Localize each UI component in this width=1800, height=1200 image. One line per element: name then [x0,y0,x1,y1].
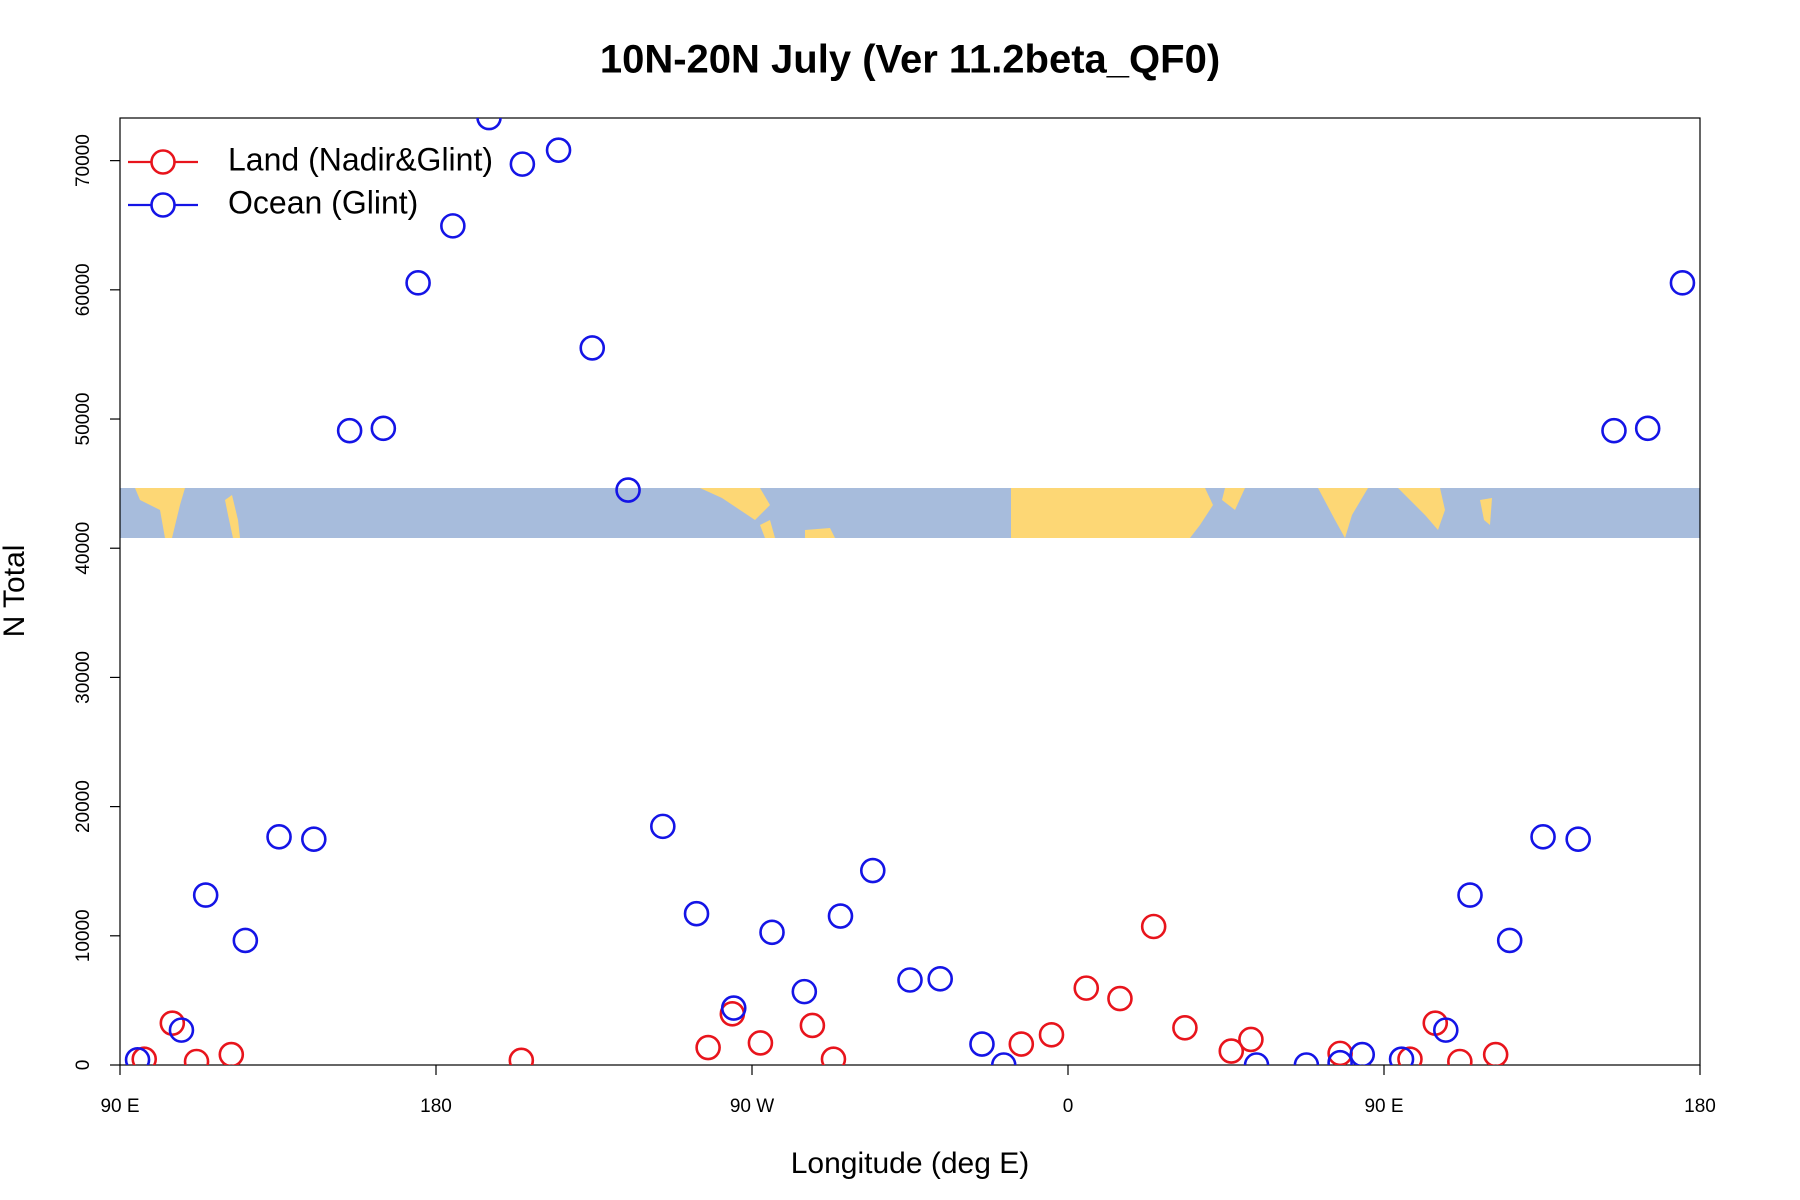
point [218,1041,245,1065]
point [927,966,953,992]
x-tick-label: 0 [1063,1096,1074,1117]
point [1073,975,1100,1001]
legend-symbol [150,192,176,218]
point [168,1017,195,1043]
point [1327,1049,1353,1065]
y-tick-label: 30000 [73,651,94,704]
point [1238,1026,1264,1053]
point [545,137,572,163]
point [720,995,747,1021]
x-axis-label: Longitude (deg E) [791,1147,1030,1180]
y-axis-label: N Total [0,545,31,638]
point [476,118,502,131]
point [1388,1046,1415,1065]
point [1565,826,1591,852]
point [1601,417,1627,444]
point [1140,913,1167,940]
point [827,903,854,929]
point [791,978,818,1005]
point [859,857,886,884]
y-tick-label: 60000 [73,263,94,316]
point [1218,1038,1245,1064]
point [1457,882,1483,908]
point [509,151,536,177]
point [131,1046,158,1065]
x-tick-label: 90 E [100,1096,139,1117]
point [440,213,466,239]
x-tick-label: 180 [1684,1096,1716,1117]
y-tick-label: 70000 [73,134,94,187]
point [650,813,676,840]
point [969,1031,995,1057]
point [579,335,606,361]
point [897,967,923,993]
point [1496,927,1523,954]
point [1008,1031,1035,1057]
point [1107,985,1133,1012]
point [1243,1052,1270,1065]
point [266,824,292,850]
point [799,1012,826,1039]
point [405,270,431,296]
x-tick-label: 180 [420,1096,452,1117]
point [990,1052,1017,1065]
point [695,1034,721,1061]
y-tick-label: 20000 [73,780,94,833]
point [1482,1041,1509,1065]
point [1432,1017,1459,1043]
y-tick-label: 50000 [73,393,94,446]
point [508,1047,535,1065]
point [1293,1052,1320,1065]
plot-frame [119,117,1701,1066]
point [1172,1014,1198,1041]
point [301,826,327,852]
point [747,1030,774,1056]
legend-symbol [150,149,176,175]
point [1447,1048,1473,1065]
legend-label: Ocean (Glint) [228,184,418,220]
chart-title: 10N-20N July (Ver 11.2beta_QF0) [600,38,1220,82]
x-tick-label: 90 W [730,1096,774,1117]
point [820,1046,847,1065]
point [192,882,219,908]
point [336,417,363,444]
point [370,415,397,442]
point [124,1047,151,1065]
point [1397,1046,1423,1065]
point [759,919,785,946]
point [232,927,259,954]
map-strip [120,488,1700,538]
legend-label: Land (Nadir&Glint) [228,141,493,177]
point [1530,824,1556,850]
x-tick-label: 90 E [1364,1096,1403,1117]
point [683,900,710,927]
point [1038,1021,1065,1048]
point [183,1048,210,1065]
point [1669,270,1696,296]
y-tick-label: 40000 [73,522,94,575]
point [615,477,641,503]
y-tick-label: 10000 [73,909,94,962]
point [1634,415,1661,442]
point [1349,1041,1376,1065]
marks-layer [124,118,1696,1065]
point [159,1010,186,1036]
y-tick-label: 0 [73,1060,94,1071]
